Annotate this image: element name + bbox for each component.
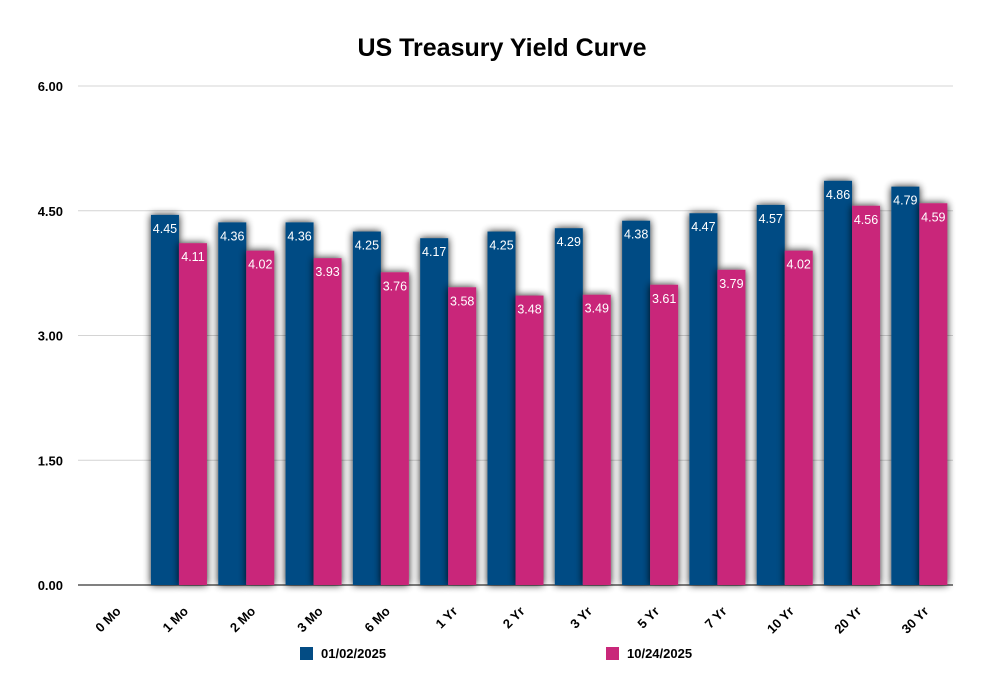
x-tick-label: 1 Yr — [432, 604, 460, 632]
bar-1-3-yr — [554, 228, 583, 585]
bar-1-2-yr — [487, 231, 516, 585]
data-label: 3.79 — [719, 277, 743, 291]
bar-1-2-mo — [218, 222, 247, 586]
bar-2-1-yr — [448, 287, 477, 585]
y-tick-label: 6.00 — [38, 79, 63, 94]
data-labels: 4.45 4.11 4.36 4.02 4.36 3.93 4.25 3.76 4.17 3.58… — [153, 188, 946, 317]
y-tick-label: 4.50 — [38, 204, 63, 219]
data-label: 4.17 — [422, 245, 446, 259]
data-label: 3.61 — [652, 292, 676, 306]
x-tick-label: 2 Mo — [227, 603, 259, 635]
bar-2-10-yr — [784, 250, 813, 586]
data-label: 3.48 — [517, 303, 541, 317]
bar-1-1-yr — [420, 238, 449, 585]
data-label: 4.02 — [787, 258, 811, 272]
y-tick-label: 0.00 — [38, 578, 63, 593]
bar-1-1-mo — [150, 214, 179, 586]
legend-label-series-2: 10/24/2025 — [627, 646, 693, 661]
bars — [150, 180, 948, 586]
y-tick-label: 3.00 — [38, 329, 63, 344]
bar-2-2-yr — [515, 295, 544, 585]
data-label: 4.36 — [220, 229, 244, 243]
y-tick-label: 1.50 — [38, 453, 63, 468]
bar-2-3-mo — [313, 258, 342, 585]
legend-label-series-1: 01/02/2025 — [321, 646, 387, 661]
data-label: 3.58 — [450, 294, 474, 308]
bar-2-30-yr — [919, 203, 948, 585]
x-tick-label: 10 Yr — [764, 604, 797, 637]
bar-2-1-mo — [178, 243, 207, 585]
x-tick-label: 0 Mo — [92, 603, 124, 635]
data-label: 3.49 — [585, 302, 609, 316]
data-label: 3.93 — [315, 265, 339, 279]
data-label: 4.47 — [691, 220, 715, 234]
data-label: 3.76 — [383, 279, 407, 293]
legend-swatch-series-1 — [300, 647, 313, 660]
bar-1-30-yr — [891, 186, 920, 586]
bar-1-5-yr — [622, 220, 651, 586]
data-label: 4.02 — [248, 258, 272, 272]
bar-2-20-yr — [852, 205, 881, 585]
x-tick-label: 2 Yr — [500, 604, 528, 632]
legend-item-series-1: 01/02/2025 — [300, 646, 386, 661]
data-label: 4.25 — [355, 239, 379, 253]
x-tick-label: 6 Mo — [361, 603, 393, 635]
legend-swatch-series-2 — [606, 647, 619, 660]
bar-1-7-yr — [689, 213, 718, 585]
bar-1-3-mo — [285, 222, 314, 586]
bar-2-2-mo — [246, 250, 275, 586]
bar-2-3-yr — [582, 294, 611, 585]
x-tick-label: 3 Mo — [294, 603, 326, 635]
legend-item-series-2: 10/24/2025 — [606, 646, 692, 661]
chart-title: US Treasury Yield Curve — [357, 34, 647, 62]
data-label: 4.86 — [826, 188, 850, 202]
bar-1-6-mo — [352, 231, 381, 585]
x-axis: 0 Mo 1 Mo 2 Mo 3 Mo 6 Mo 1 Yr 2 Yr 3 Yr 5 Yr 7 Yr… — [92, 603, 931, 636]
x-tick-label: 3 Yr — [567, 604, 595, 632]
x-tick-label: 5 Yr — [634, 604, 662, 632]
x-tick-label: 7 Yr — [702, 604, 730, 632]
bar-2-6-mo — [380, 272, 409, 585]
data-label: 4.79 — [893, 194, 917, 208]
data-label: 4.59 — [921, 210, 945, 224]
x-tick-label: 1 Mo — [160, 603, 192, 635]
data-label: 4.56 — [854, 213, 878, 227]
bar-1-10-yr — [756, 204, 785, 585]
data-label: 4.57 — [759, 212, 783, 226]
data-label: 4.29 — [557, 235, 581, 249]
data-label: 4.11 — [181, 250, 204, 264]
bar-2-5-yr — [650, 284, 679, 585]
x-tick-label: 30 Yr — [899, 604, 932, 637]
data-label: 4.36 — [287, 229, 311, 243]
bar-2-7-yr — [717, 269, 746, 585]
x-tick-label: 20 Yr — [831, 604, 864, 637]
data-label: 4.38 — [624, 228, 648, 242]
bar-1-20-yr — [824, 180, 853, 585]
data-label: 4.25 — [489, 239, 513, 253]
y-axis: 0.00 1.50 3.00 4.50 6.00 — [38, 79, 63, 593]
data-label: 4.45 — [153, 222, 177, 236]
